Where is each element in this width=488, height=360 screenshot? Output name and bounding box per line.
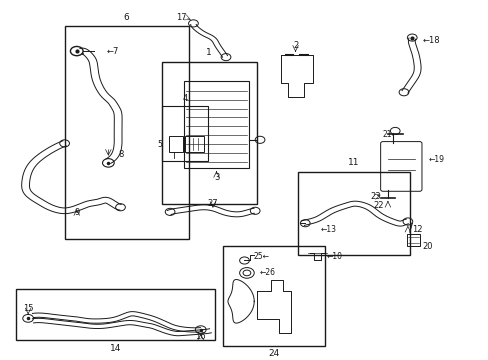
- Bar: [16, 289, 215, 340]
- Bar: [183, 81, 249, 168]
- Text: 5: 5: [157, 140, 162, 149]
- Text: ←26: ←26: [259, 269, 275, 278]
- Bar: [162, 62, 256, 204]
- Text: ←10: ←10: [326, 252, 342, 261]
- Bar: [162, 106, 207, 161]
- Text: 1: 1: [206, 48, 212, 57]
- Bar: [169, 136, 183, 152]
- Text: 24: 24: [267, 349, 279, 358]
- Text: 9: 9: [74, 208, 79, 217]
- Text: ←19: ←19: [427, 155, 444, 164]
- Text: 25←: 25←: [253, 252, 269, 261]
- Text: 4: 4: [182, 94, 187, 103]
- Text: 11: 11: [347, 158, 359, 167]
- Text: 20: 20: [421, 242, 431, 251]
- Text: ←7: ←7: [107, 46, 119, 55]
- Text: 14: 14: [110, 344, 121, 353]
- Bar: [185, 136, 203, 152]
- Text: 12: 12: [411, 225, 422, 234]
- Text: ←18: ←18: [422, 36, 440, 45]
- Bar: [407, 234, 419, 246]
- Bar: [222, 246, 324, 346]
- Text: 8: 8: [118, 149, 123, 158]
- Text: 21←: 21←: [382, 130, 398, 139]
- Bar: [64, 26, 188, 239]
- Text: 2: 2: [292, 41, 298, 50]
- Text: 3: 3: [213, 172, 219, 181]
- Text: ←13: ←13: [320, 225, 336, 234]
- Text: 22: 22: [372, 201, 383, 210]
- Text: 27: 27: [207, 199, 218, 208]
- Text: 23: 23: [370, 192, 380, 201]
- Bar: [297, 172, 409, 255]
- Text: 16: 16: [195, 332, 205, 341]
- Text: 17: 17: [176, 13, 186, 22]
- Text: 15: 15: [23, 304, 33, 313]
- Text: 6: 6: [123, 13, 129, 22]
